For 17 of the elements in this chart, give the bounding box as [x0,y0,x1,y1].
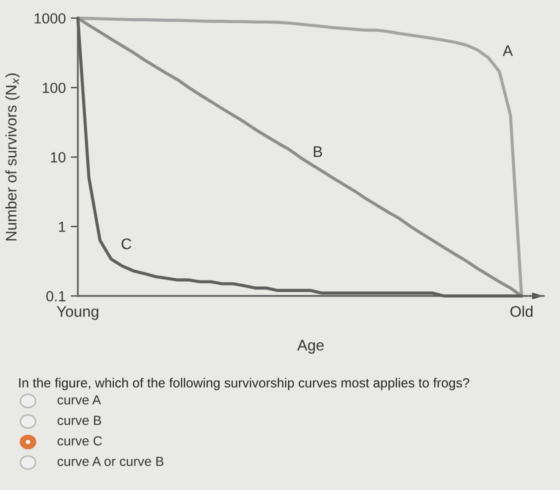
text: curve A or curve B [58,456,164,466]
text: curve B [58,416,102,426]
y-tick-label: 0.1 [46,291,66,302]
series-label: A [502,45,513,56]
text: In the figure, which of the following survivorship curves most applies to frogs? [19,378,470,390]
y-tick-label: 100 [42,82,66,94]
x-tick-label: Old [510,306,532,317]
y-tick-label: 1 [59,222,66,232]
x-tick-label: Young [56,306,98,320]
text: curve C [58,436,102,446]
y-tick-label: 1000 [34,13,66,24]
y-axis-title: Number of survivors (N$_{x}$) [5,74,20,240]
x-axis-title: Age [297,340,324,354]
text: curve A [58,395,101,405]
series-label: B [314,146,322,157]
y-tick-label: 10 [50,152,66,162]
series-label: C [122,238,132,250]
